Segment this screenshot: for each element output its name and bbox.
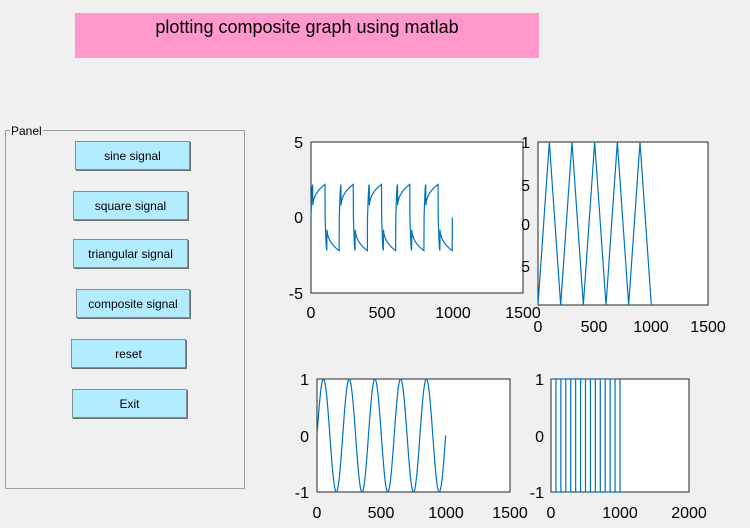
composite-series-line xyxy=(310,183,453,252)
x-tick-label: 500 xyxy=(581,319,608,336)
x-tick-label: 0 xyxy=(547,505,556,522)
square-series-line xyxy=(551,378,621,493)
x-tick-label: 1000 xyxy=(633,319,669,336)
square-signal-button[interactable]: square signal xyxy=(73,191,188,220)
sine-signal-button[interactable]: sine signal xyxy=(75,141,190,170)
x-tick-label: 1500 xyxy=(690,319,726,336)
y-tick-label: 1 xyxy=(300,372,309,389)
y-tick-label: -5 xyxy=(289,286,303,303)
y-tick-label: 0 xyxy=(521,217,530,234)
y-tick-label: -1 xyxy=(530,485,544,502)
reset-button[interactable]: reset xyxy=(71,339,186,368)
panel-label: Panel xyxy=(10,124,43,138)
y-tick-label: 0 xyxy=(535,429,544,446)
sine-series-line xyxy=(316,378,447,493)
axes-box-3 xyxy=(316,378,511,493)
y-tick-label: 0 xyxy=(300,429,309,446)
triangular-series-line xyxy=(537,141,652,306)
x-tick-label: 500 xyxy=(369,305,396,322)
y-tick-label: 5 xyxy=(294,135,303,152)
x-tick-label: 1000 xyxy=(428,505,464,522)
x-tick-label: 2000 xyxy=(671,505,707,522)
composite-signal-button[interactable]: composite signal xyxy=(76,289,190,318)
y-tick-label: 5 xyxy=(521,178,530,195)
x-tick-label: 1500 xyxy=(492,505,528,522)
y-tick-label: 1 xyxy=(521,135,530,152)
y-tick-label: 1 xyxy=(535,372,544,389)
x-tick-label: 500 xyxy=(368,505,395,522)
y-tick-label: -1 xyxy=(295,485,309,502)
y-tick-label: 0 xyxy=(294,210,303,227)
x-tick-label: 1500 xyxy=(505,305,541,322)
page-title: plotting composite graph using matlab xyxy=(155,17,459,37)
y-tick-label: 5 xyxy=(521,259,530,276)
title-banner: plotting composite graph using matlab xyxy=(75,13,539,58)
axes-box-1 xyxy=(310,141,524,294)
exit-button[interactable]: Exit xyxy=(72,389,187,418)
x-tick-label: 0 xyxy=(307,305,316,322)
x-tick-label: 1000 xyxy=(435,305,471,322)
x-tick-label: 0 xyxy=(534,319,543,336)
x-tick-label: 1000 xyxy=(602,505,638,522)
x-tick-label: 0 xyxy=(313,505,322,522)
control-panel xyxy=(5,130,245,489)
triangular-signal-button[interactable]: triangular signal xyxy=(73,239,188,268)
